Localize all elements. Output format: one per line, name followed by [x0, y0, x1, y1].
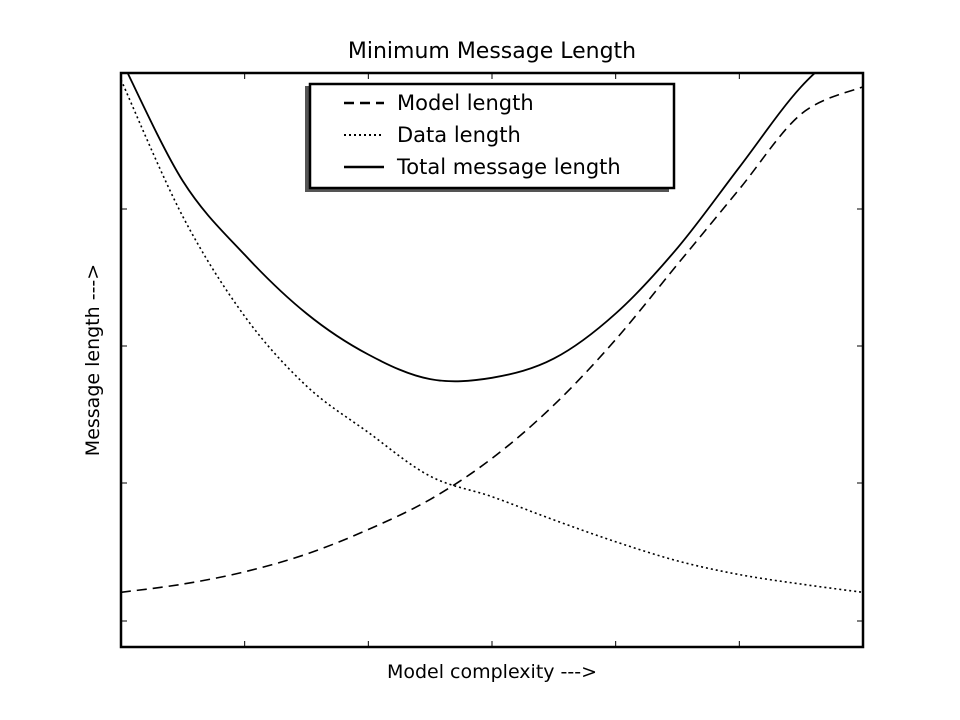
legend-label-total-message-length: Total message length: [396, 155, 621, 179]
x-axis-label: Model complexity --->: [387, 661, 597, 683]
series-line-total-message-length: [126, 73, 817, 383]
legend: Model length Data length Total message l…: [305, 82, 676, 192]
series-line-model-length: [121, 85, 863, 594]
legend-label-data-length: Data length: [397, 123, 521, 147]
series-line-data-length: [121, 79, 863, 594]
chart-title: Minimum Message Length: [348, 39, 636, 64]
plot-frame: [119, 71, 865, 649]
series-layer: [121, 73, 863, 594]
legend-label-model-length: Model length: [397, 91, 534, 115]
y-axis-label: Message length --->: [82, 264, 104, 456]
